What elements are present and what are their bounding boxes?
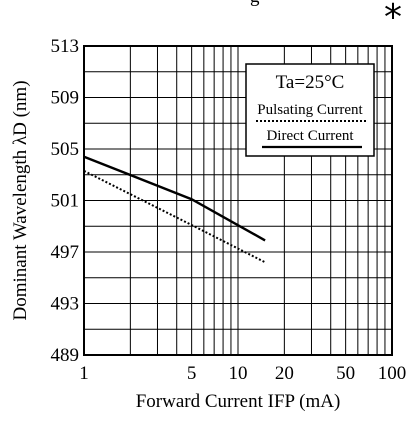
y-tick-label: 493 [51,294,80,315]
y-tick-label: 509 [51,88,80,109]
legend-entry-pulsating: Pulsating Current [257,102,363,118]
legend-title: Ta=25°C [276,72,345,93]
series-line-pulsating-current [83,170,266,264]
x-tick-label: 5 [187,363,197,384]
y-tick-label: 501 [51,191,80,212]
plot-frame [83,45,393,356]
x-tick-labels: 1 5 10 20 50 100 [79,363,406,384]
y-tick-label: 505 [51,139,80,160]
x-tick-label: 50 [336,363,355,384]
x-tick-label: 10 [229,363,248,384]
y-tick-labels: 489 493 497 501 505 509 513 [51,36,80,366]
x-tick-label: 20 [275,363,294,384]
y-tick-label: 497 [51,242,80,263]
legend-entry-direct: Direct Current [266,128,354,144]
y-axis-label: Dominant Wavelength λD (nm) [10,80,31,320]
x-tick-label: 1 [79,363,89,384]
cropped-text-fragment: g [250,0,260,8]
series-group [83,155,266,264]
x-tick-label: 100 [378,363,407,384]
legend: Ta=25°C Pulsating Current Direct Current [245,63,375,157]
y-tick-label: 513 [51,36,80,57]
x-axis-label: Forward Current IFP (mA) [136,391,341,412]
legend-box [245,63,375,157]
asterisk-mark: * [384,0,402,38]
series-line-direct-current [83,155,266,242]
y-tick-label: 489 [51,345,80,366]
